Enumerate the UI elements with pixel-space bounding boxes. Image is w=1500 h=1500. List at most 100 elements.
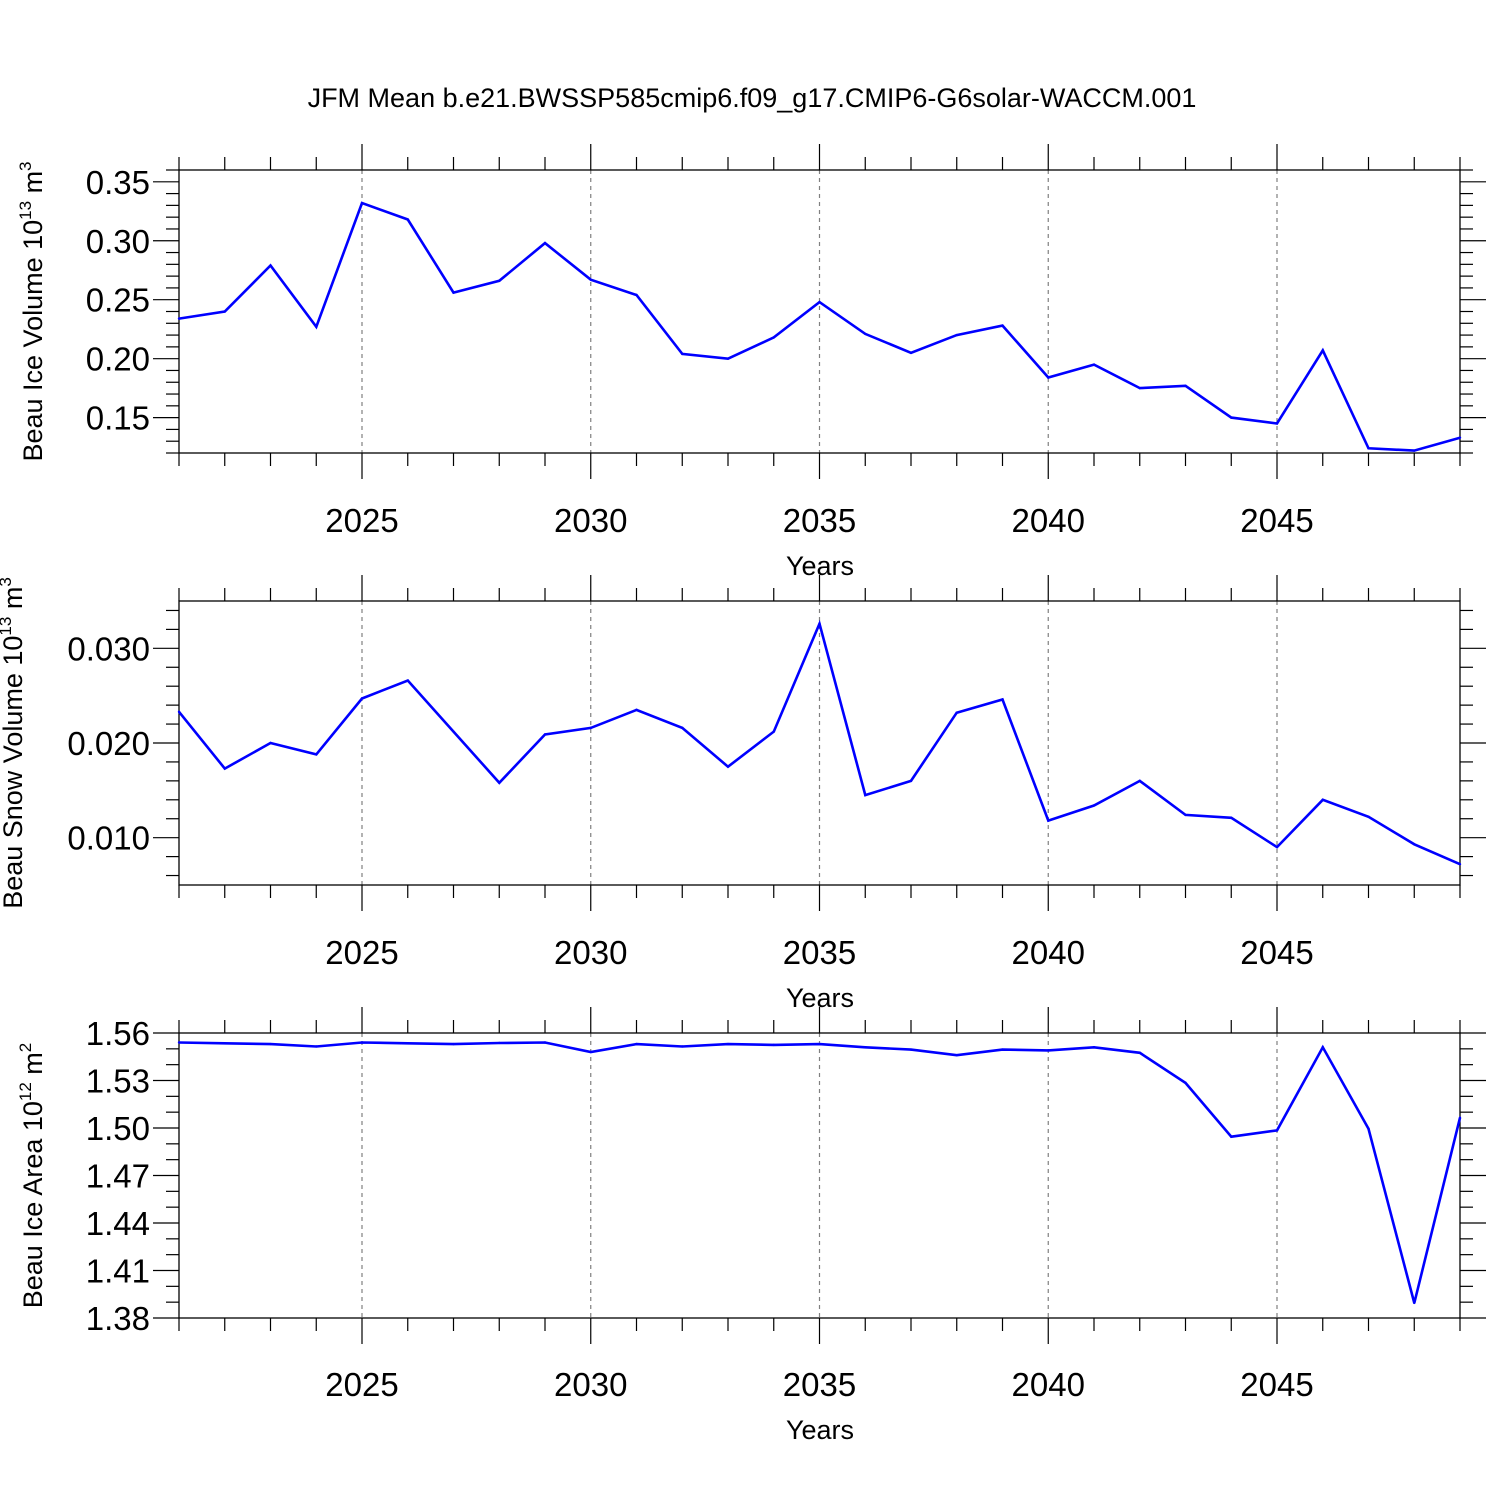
data-point — [315, 753, 318, 756]
data-point — [909, 1048, 913, 1051]
x-tick-label: 2030 — [554, 934, 627, 971]
data-point — [589, 278, 592, 281]
y-axis-title-superscript: 12 — [16, 1082, 35, 1101]
data-point — [498, 1041, 501, 1045]
x-tick-label: 2040 — [1012, 1366, 1085, 1403]
data-point — [452, 730, 455, 733]
data-point — [681, 352, 684, 356]
data-point — [1367, 1127, 1370, 1130]
data-point — [1047, 1049, 1050, 1052]
x-tick-label: 2040 — [1012, 934, 1085, 971]
data-point — [818, 300, 821, 304]
y-axis-title-superscript: 13 — [16, 201, 35, 220]
y-tick-label: 1.56 — [86, 1015, 150, 1052]
data-point — [772, 1043, 775, 1047]
data-point — [1184, 1081, 1187, 1085]
data-point — [269, 1042, 272, 1046]
data-point — [1230, 816, 1233, 819]
data-point — [1367, 815, 1370, 819]
data-point — [452, 291, 455, 294]
data-point — [909, 779, 913, 783]
data-point — [1458, 1116, 1462, 1119]
x-axis-title: Years — [786, 1415, 854, 1445]
data-point — [1275, 422, 1279, 425]
y-axis-title-text: m — [18, 171, 48, 201]
data-point — [818, 622, 821, 625]
y-axis-title-text: Beau Ice Volume 10 — [18, 220, 48, 462]
y-tick-label: 0.35 — [86, 164, 150, 201]
y-tick-label: 0.020 — [67, 725, 150, 762]
data-point — [543, 1041, 547, 1044]
data-point — [955, 333, 958, 337]
data-point — [772, 336, 775, 339]
data-point — [315, 1045, 318, 1048]
y-tick-label: 1.44 — [86, 1205, 150, 1242]
data-point — [635, 293, 638, 297]
x-tick-label: 2045 — [1240, 1366, 1313, 1403]
data-point — [772, 730, 775, 733]
data-point — [635, 1042, 638, 1046]
data-point — [543, 241, 547, 245]
data-point — [1138, 386, 1141, 390]
data-point — [452, 1042, 455, 1046]
data-point — [1001, 1048, 1004, 1051]
data-point — [1413, 843, 1416, 846]
data-point — [1413, 1301, 1416, 1305]
y-tick-label: 0.20 — [86, 341, 150, 378]
data-point — [223, 767, 226, 770]
y-tick-label: 1.41 — [86, 1253, 150, 1290]
y-axis-title-superscript: 3 — [16, 161, 35, 170]
y-tick-label: 0.15 — [86, 400, 150, 437]
data-point — [360, 697, 364, 700]
data-point — [1138, 1051, 1141, 1054]
data-point — [726, 1042, 730, 1046]
y-tick-label: 1.53 — [86, 1063, 150, 1100]
data-point — [1138, 779, 1141, 783]
data-point — [909, 351, 913, 354]
data-point — [269, 264, 272, 267]
data-point — [1001, 698, 1004, 701]
data-point — [1275, 845, 1279, 849]
data-point — [864, 793, 867, 797]
data-point — [726, 357, 730, 360]
y-axis-title-superscript: 13 — [0, 617, 15, 636]
data-point — [1413, 449, 1416, 452]
data-point — [1001, 324, 1004, 327]
x-tick-label: 2025 — [325, 934, 398, 971]
data-point — [864, 1046, 867, 1049]
y-axis-title-text: Beau Ice Area 10 — [18, 1101, 48, 1308]
data-point — [223, 310, 226, 313]
y-axis-title-text: m — [0, 587, 28, 617]
data-point — [223, 1042, 226, 1045]
data-point — [177, 1041, 181, 1044]
y-axis-title-text: Beau Snow Volume 10 — [0, 636, 28, 909]
data-point — [681, 1045, 684, 1048]
y-axis-title-superscript: 2 — [16, 1043, 35, 1052]
data-point — [360, 1041, 364, 1044]
data-point — [955, 1053, 958, 1057]
y-axis-title-text: m — [18, 1052, 48, 1082]
data-point — [406, 218, 409, 221]
data-point — [726, 765, 730, 768]
data-point — [498, 781, 501, 784]
data-point — [1230, 416, 1233, 419]
data-point — [406, 679, 409, 682]
data-point — [177, 710, 181, 713]
data-point — [635, 708, 638, 712]
y-tick-label: 0.010 — [67, 820, 150, 857]
data-point — [1184, 384, 1187, 387]
x-tick-label: 2025 — [325, 1366, 398, 1403]
data-point — [360, 201, 364, 205]
chart-panel-3: 1.38 1.41 1.44 1.47 1.50 1.53 1.56 2025 2030 2035… — [16, 1007, 1486, 1445]
data-point — [1184, 813, 1187, 817]
data-point — [1047, 376, 1050, 379]
data-point — [1092, 1046, 1096, 1049]
x-tick-label: 2035 — [783, 502, 856, 539]
x-tick-label: 2030 — [554, 1366, 627, 1403]
data-point — [498, 279, 501, 283]
data-point — [1458, 862, 1462, 866]
y-axis-title: Beau Snow Volume 1013 m3 — [0, 577, 28, 909]
data-point — [177, 317, 181, 320]
